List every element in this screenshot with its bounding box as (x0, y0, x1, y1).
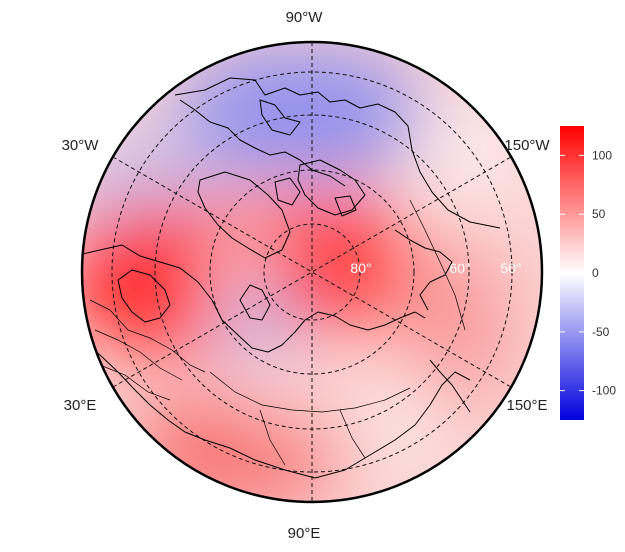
border-line-b (94, 329, 183, 381)
border-line-c (99, 364, 171, 401)
colorbar-ticks: 100 50 0 -50 -100 (560, 148, 616, 398)
coastline-asia-south (204, 371, 471, 479)
border-line-d (259, 409, 286, 466)
latitude-circle-50 (111, 71, 513, 473)
coastline-hudson (179, 99, 346, 187)
coastline-europe (82, 339, 206, 441)
coastline-island-a (259, 99, 301, 136)
border-line-a (89, 299, 206, 373)
lon-label-top: 90°W (286, 9, 324, 26)
lon-label-bottom: 90°E (288, 525, 321, 542)
colorbar-tick-label: 100 (592, 148, 612, 162)
lat-label-50: 50° (500, 260, 521, 276)
coastline-eurasia-north (82, 244, 426, 353)
lon-label-lower-left: 30°E (64, 397, 97, 414)
coastline-novaya-zemlya (239, 284, 271, 321)
colorbar-tick-label: 0 (592, 266, 599, 280)
colorbar-tick-label: -100 (592, 384, 616, 398)
coastline-ellesmere (297, 159, 366, 216)
colorbar-tick-label: 50 (592, 207, 606, 221)
anomaly-field (82, 42, 542, 502)
lat-label-60: 60° (449, 260, 470, 276)
border-russia-south (209, 371, 411, 413)
map-boundary (80, 40, 544, 504)
coastline-greenland (197, 171, 291, 259)
lon-label-upper-right: 150°W (504, 137, 550, 154)
border-us-canada (409, 199, 466, 331)
lon-label-upper-left: 30°W (62, 137, 100, 154)
colorbar: 100 50 0 -50 -100 (560, 126, 616, 420)
coastline-japan (429, 359, 471, 413)
lat-label-80: 80° (350, 260, 371, 276)
coastline-north-america (174, 77, 501, 229)
coastline-alaska (394, 229, 453, 311)
coastlines (82, 77, 501, 479)
border-line-e (339, 409, 366, 459)
coastline-island-c (334, 195, 357, 217)
coastline-island-b (274, 177, 301, 206)
country-borders (89, 199, 466, 466)
colorbar-tick-label: -50 (592, 325, 610, 339)
lon-label-lower-right: 150°E (506, 397, 547, 414)
coastline-scandinavia (117, 269, 171, 323)
